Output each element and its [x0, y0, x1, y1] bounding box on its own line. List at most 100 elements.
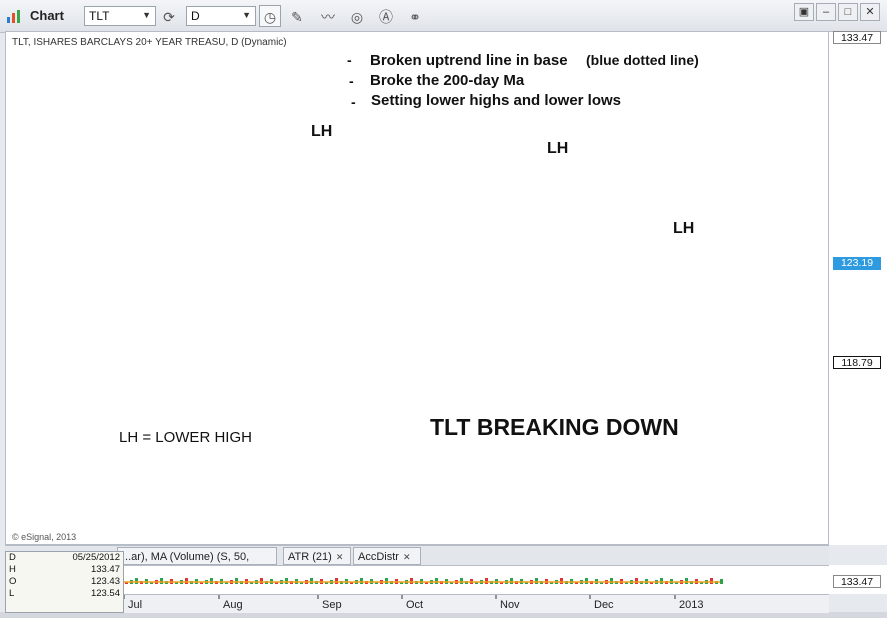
lh-label-3: LH	[673, 220, 695, 237]
volume-bar	[600, 582, 603, 584]
volume-bar	[375, 582, 378, 584]
annotation-bullet-1b: (blue dotted line)	[586, 52, 699, 68]
pencil-icon[interactable]: ✎	[291, 9, 303, 25]
lh-label-2: LH	[547, 140, 569, 157]
volume-axis: 133.47	[829, 565, 887, 594]
volume-bar	[335, 578, 338, 584]
bullet-dash: -	[349, 73, 354, 89]
volume-bar	[350, 582, 353, 584]
date-label: Nov	[500, 599, 520, 611]
minimize-button[interactable]: –	[816, 3, 836, 21]
volume-bar	[475, 582, 478, 584]
alert-icon[interactable]: Ⓐ	[379, 9, 393, 25]
chart-app-icon	[7, 10, 20, 23]
volume-bar	[660, 578, 663, 584]
volume-bar	[635, 578, 638, 584]
interval-value: D	[191, 9, 200, 23]
volume-bar	[575, 582, 578, 584]
volume-bar	[410, 578, 413, 584]
tab-atr[interactable]: ATR (21) ✕	[283, 547, 351, 565]
volume-bar	[160, 578, 163, 584]
volume-bar	[400, 582, 403, 584]
volume-bar	[135, 578, 138, 584]
volume-tag: 133.47	[833, 575, 881, 588]
chevron-down-icon: ▼	[142, 10, 151, 20]
tab-volume-ma[interactable]: ...ar), MA (Volume) (S, 50, Volume)✕	[117, 547, 277, 581]
maximize-button[interactable]: □	[838, 3, 858, 21]
volume-bar	[450, 582, 453, 584]
lh-legend: LH = LOWER HIGH	[119, 429, 252, 446]
volume-bar	[460, 578, 463, 584]
volume-bar	[500, 582, 503, 584]
volume-bar	[550, 582, 553, 584]
data-row: L 123.54	[9, 588, 120, 599]
clock-icon[interactable]: ◷	[259, 5, 281, 27]
volume-bar	[260, 578, 263, 584]
volume-bar	[125, 582, 128, 584]
volume-bar	[625, 582, 628, 584]
volume-bar	[250, 582, 253, 584]
chevron-down-icon: ▼	[242, 10, 251, 20]
volume-bar	[300, 582, 303, 584]
close-button[interactable]: ✕	[860, 3, 880, 21]
interval-combo[interactable]: D ▼	[186, 6, 256, 26]
copyright-text: © eSignal, 2013	[12, 532, 77, 542]
date-axis[interactable]: Jul Aug Sep Oct Nov Dec 2013	[5, 594, 829, 613]
volume-bar	[285, 578, 288, 584]
volume-chart	[5, 578, 723, 584]
date-label: 2013	[679, 599, 703, 611]
date-label: Oct	[406, 599, 423, 611]
price-axis[interactable]: 112.00114.00116.00118.00120.00122.00124.…	[829, 31, 887, 545]
volume-bar	[435, 578, 438, 584]
tab-accdistr[interactable]: AccDistr ✕	[353, 547, 421, 565]
volume-bar	[235, 578, 238, 584]
toolbar: Chart TLT ▼ ⟳ D ▼ ◷ ✎ 〰 ◎ Ⓐ ⚭ ▣ – □ ✕	[0, 0, 887, 33]
price-tag-last: 118.79	[833, 356, 881, 369]
volume-bar	[185, 578, 188, 584]
close-icon[interactable]: ✕	[335, 552, 344, 562]
volume-bar	[585, 578, 588, 584]
volume-bar	[710, 578, 713, 584]
volume-bar	[310, 578, 313, 584]
volume-bar	[150, 582, 153, 584]
volume-bar	[525, 582, 528, 584]
data-row: D 05/25/2012	[9, 552, 120, 563]
tab-label: AccDistr	[358, 551, 399, 563]
volume-bar	[325, 582, 328, 584]
symbol-combo[interactable]: TLT ▼	[84, 6, 156, 26]
volume-bar	[175, 582, 178, 584]
data-row: H 133.47	[9, 564, 120, 575]
volume-panel[interactable]	[5, 565, 829, 595]
volume-bar	[720, 579, 723, 584]
annotation-bullet-3: Setting lower highs and lower lows	[371, 92, 622, 109]
window-menu-button[interactable]: ▣	[794, 3, 814, 21]
refresh-icon[interactable]: ⟳	[163, 9, 175, 25]
date-label: Sep	[322, 599, 342, 611]
volume-bar	[685, 578, 688, 584]
price-tag-ma: 123.19	[833, 257, 881, 270]
price-tag-top: 133.47	[833, 31, 881, 44]
bullet-dash: -	[347, 52, 352, 68]
volume-bar	[510, 578, 513, 584]
date-axis-labels: Jul Aug Sep Oct Nov Dec 2013	[123, 595, 703, 611]
close-icon[interactable]: ✕	[402, 552, 411, 562]
data-window[interactable]: D 05/25/2012 H 133.47 O 123.43 L 123.54	[5, 551, 124, 613]
price-chart-panel[interactable]: TLT, ISHARES BARCLAYS 20+ YEAR TREASU, D…	[5, 31, 829, 545]
headline-text: TLT BREAKING DOWN	[430, 414, 679, 440]
volume-bar	[360, 578, 363, 584]
link-icon[interactable]: ⚭	[409, 9, 421, 25]
volume-bar	[675, 582, 678, 584]
volume-bar	[385, 578, 388, 584]
volume-bar	[700, 582, 703, 584]
wave-draw-icon[interactable]: 〰	[321, 9, 335, 25]
app-title: Chart	[30, 8, 64, 23]
date-label: Aug	[223, 599, 243, 611]
circle-tool-icon[interactable]: ◎	[350, 9, 364, 25]
data-row: O 123.43	[9, 576, 120, 587]
price-axis-ticks: 112.00114.00116.00118.00120.00122.00124.…	[829, 32, 887, 546]
volume-bar	[610, 578, 613, 584]
bullet-dash: -	[351, 94, 356, 110]
volume-bar	[275, 582, 278, 584]
lh-label-1: LH	[311, 123, 333, 140]
